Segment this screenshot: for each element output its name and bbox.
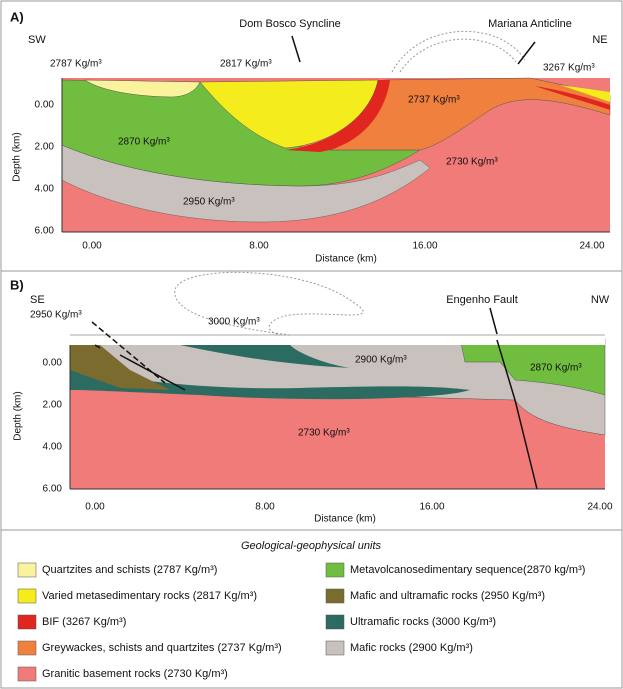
legend-label: Greywackes, schists and quartzites (2737… xyxy=(42,642,282,654)
unit-label: 2950 Kg/m³ xyxy=(183,197,235,208)
x-tick-label: 0.00 xyxy=(85,502,105,513)
legend-swatch xyxy=(17,588,37,604)
unit-label: 2787 Kg/m³ xyxy=(50,59,102,70)
unit-label: 3267 Kg/m³ xyxy=(543,63,595,74)
y-tick-label: 6.00 xyxy=(43,484,63,495)
legend-label: Varied metasedimentary rocks (2817 Kg/m³… xyxy=(42,590,257,602)
legend-swatch xyxy=(325,588,345,604)
legend-title: Geological-geophysical units xyxy=(241,540,382,552)
fault xyxy=(119,354,186,391)
unit-label: 2900 Kg/m³ xyxy=(355,355,407,366)
y-axis-label: Depth (km) xyxy=(13,391,24,440)
y-tick-label: 4.00 xyxy=(35,184,55,195)
arrow xyxy=(489,307,498,335)
legend-label: BIF (3267 Kg/m³) xyxy=(42,616,126,628)
legend: Geological-geophysical units Quartzites … xyxy=(17,540,585,682)
legend-swatch xyxy=(17,666,37,682)
legend-label: Mafic and ultramafic rocks (2950 Kg/m³) xyxy=(350,590,545,602)
panel-b: B) SE NW Engenho Fault 2950 Kg/m³ 3000 K… xyxy=(10,271,613,525)
panel-label: A) xyxy=(10,9,24,24)
air xyxy=(70,335,605,345)
legend-label: Quartzites and schists (2787 Kg/m³) xyxy=(42,564,217,576)
direction: SE xyxy=(30,294,45,306)
x-tick-label: 24.00 xyxy=(579,241,604,252)
varied-meta xyxy=(560,85,610,102)
unit-label: 2870 Kg/m³ xyxy=(530,363,582,374)
fault xyxy=(91,321,166,384)
x-tick-label: 16.00 xyxy=(419,502,444,513)
legend-swatch xyxy=(17,640,37,656)
bif xyxy=(535,86,610,110)
fold-trace xyxy=(174,271,364,336)
bif xyxy=(285,80,390,152)
annotation: Mariana Anticline xyxy=(488,18,572,30)
x-tick-label: 8.00 xyxy=(255,502,275,513)
direction: NW xyxy=(591,294,610,306)
panel-a: A) SW NE Dom Bosco Syncline Mariana Anti… xyxy=(10,9,611,265)
x-tick-label: 0.00 xyxy=(82,241,102,252)
annotation: Engenho Fault xyxy=(446,294,518,306)
x-tick-label: 8.00 xyxy=(249,241,269,252)
legend-swatch xyxy=(17,614,37,630)
panel-label: B) xyxy=(10,277,24,292)
x-axis-label: Distance (km) xyxy=(314,514,376,525)
arrow xyxy=(291,35,301,63)
annotation: Dom Bosco Syncline xyxy=(239,18,341,30)
arrow xyxy=(517,41,536,65)
legend-swatch xyxy=(325,614,345,630)
direction: NE xyxy=(592,34,607,46)
legend-label: Metavolcanosedimentary sequence(2870 kg/… xyxy=(350,564,585,576)
ultramafic xyxy=(70,368,470,400)
unit-label: 3000 Kg/m³ xyxy=(208,317,260,328)
unit-label: 2950 Kg/m³ xyxy=(30,310,82,321)
y-tick-label: 0.00 xyxy=(43,358,63,369)
x-tick-label: 24.00 xyxy=(587,502,612,513)
x-tick-label: 16.00 xyxy=(412,241,437,252)
y-axis-label: Depth (km) xyxy=(12,132,23,181)
legend-swatch xyxy=(325,562,345,578)
mafic-ultramafic xyxy=(70,345,170,390)
y-tick-label: 6.00 xyxy=(35,226,55,237)
unit-label: 2737 Kg/m³ xyxy=(408,95,460,106)
varied-meta xyxy=(199,79,379,149)
legend-swatch xyxy=(17,562,37,578)
y-tick-label: 2.00 xyxy=(35,142,55,153)
y-tick-label: 0.00 xyxy=(35,100,55,111)
unit-label: 2730 Kg/m³ xyxy=(298,428,350,439)
unit-label: 2730 Kg/m³ xyxy=(446,157,498,168)
quartzite xyxy=(84,79,201,98)
direction: SW xyxy=(28,34,46,46)
legend-label: Granitic basement rocks (2730 Kg/m³) xyxy=(42,668,228,680)
legend-label: Mafic rocks (2900 Kg/m³) xyxy=(350,642,473,654)
ultramafic xyxy=(180,336,350,368)
fold-trace xyxy=(391,31,526,73)
legend-swatch xyxy=(325,640,345,656)
y-tick-label: 2.00 xyxy=(43,400,63,411)
unit-label: 2870 Kg/m³ xyxy=(118,137,170,148)
unit-label: 2817 Kg/m³ xyxy=(220,59,272,70)
fold-trace xyxy=(399,38,517,73)
metavolcano xyxy=(459,337,606,396)
y-tick-label: 4.00 xyxy=(43,442,63,453)
legend-label: Ultramafic rocks (3000 Kg/m³) xyxy=(350,616,496,628)
fault xyxy=(496,339,538,490)
x-axis-label: Distance (km) xyxy=(315,254,377,265)
